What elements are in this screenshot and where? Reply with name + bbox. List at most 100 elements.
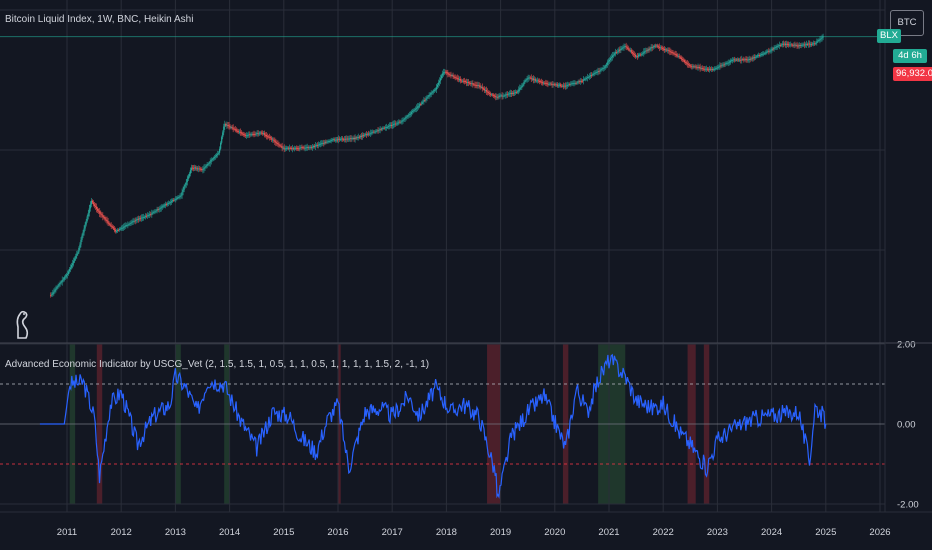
candle-body-409 — [476, 85, 478, 86]
candle-body-509 — [580, 80, 582, 82]
candle-body-354 — [419, 104, 421, 107]
candle-body-175 — [232, 127, 234, 129]
candle-body-561 — [634, 54, 637, 57]
candle-body-633 — [709, 68, 712, 70]
candle-body-459 — [528, 77, 530, 79]
bar-countdown-tag: 4d 6h — [893, 49, 927, 63]
candle-body-394 — [460, 80, 463, 82]
tradingview-logo-icon[interactable] — [12, 305, 32, 339]
candle-body-367 — [432, 91, 434, 93]
candle-body-476 — [546, 83, 548, 84]
candle-body-104 — [158, 209, 160, 210]
candle-body-601 — [676, 54, 678, 57]
candle-body-159 — [215, 154, 218, 157]
candle-body-21 — [72, 263, 74, 266]
candle-body-10 — [60, 282, 62, 284]
candle-body-325 — [388, 125, 391, 127]
candle-body-248 — [308, 147, 310, 149]
main-chart-legend[interactable]: Bitcoin Liquid Index, 1W, BNC, Heikin As… — [5, 14, 194, 25]
candle-body-546 — [619, 49, 621, 51]
candle-body-342 — [406, 116, 408, 118]
candle-body-35 — [86, 216, 88, 221]
candle-body-737 — [818, 40, 820, 41]
candle-body-216 — [275, 141, 277, 143]
candle-body-223 — [282, 147, 284, 149]
candle-body-608 — [683, 60, 686, 63]
candle-body-428 — [496, 96, 498, 98]
candle-body-733 — [814, 43, 816, 45]
candle-body-333 — [397, 122, 399, 124]
candle-body-183 — [240, 132, 243, 134]
candle-body-511 — [582, 79, 584, 81]
candle-body-131 — [186, 178, 188, 183]
candle-body-181 — [238, 131, 240, 133]
candle-body-193 — [251, 133, 253, 135]
candle-body-567 — [641, 53, 643, 55]
candle-body-501 — [572, 83, 574, 85]
candle-body-495 — [566, 85, 568, 87]
candle-body-515 — [586, 77, 589, 78]
candle-body-291 — [353, 138, 355, 140]
candle-body-646 — [723, 64, 725, 66]
candle-body-474 — [544, 82, 546, 84]
candle-body-123 — [178, 196, 180, 198]
candle-body-47 — [99, 211, 101, 214]
candle-body-192 — [250, 134, 252, 136]
candle-body-460 — [529, 77, 531, 79]
candle-body-11 — [61, 279, 63, 283]
candle-body-414 — [481, 86, 483, 89]
candle-body-213 — [272, 139, 274, 141]
candle-body-45 — [97, 208, 99, 211]
candle-body-715 — [795, 44, 797, 46]
candle-body-260 — [321, 143, 323, 144]
candle-body-492 — [562, 85, 565, 87]
candle-body-569 — [643, 51, 645, 54]
candle-body-275 — [336, 139, 338, 141]
candle-body-382 — [448, 74, 450, 75]
candle-body-262 — [323, 142, 325, 144]
candle-body-20 — [70, 265, 73, 268]
candle-body-423 — [491, 94, 493, 96]
candle-body-95 — [149, 213, 151, 216]
symbol-button[interactable]: BTC — [890, 10, 924, 36]
candle-body-687 — [766, 51, 768, 53]
candle-body-254 — [314, 145, 317, 147]
candle-body-557 — [630, 50, 632, 52]
candle-body-512 — [583, 79, 586, 80]
candle-body-268 — [329, 140, 331, 142]
candle-body-551 — [624, 46, 626, 47]
indicator-legend[interactable]: Advanced Economic Indicator by USCG_Vet … — [5, 359, 430, 370]
candle-body-224 — [283, 147, 285, 149]
candle-body-80 — [133, 220, 135, 222]
candle-body-417 — [484, 90, 486, 91]
candle-body-692 — [771, 48, 773, 51]
candle-body-669 — [747, 59, 749, 61]
candle-body-612 — [688, 64, 690, 66]
candle-body-8 — [58, 284, 60, 286]
candle-body-684 — [763, 53, 765, 55]
candle-body-157 — [213, 157, 215, 159]
candle-body-243 — [303, 147, 305, 149]
candle-body-24 — [75, 256, 77, 259]
candle-body-370 — [435, 87, 437, 90]
candle-body-681 — [759, 54, 762, 56]
candle-body-177 — [234, 128, 236, 130]
candle-body-392 — [458, 79, 460, 80]
candle-body-289 — [351, 138, 353, 140]
candle-body-704 — [783, 43, 786, 45]
candle-body-683 — [762, 53, 764, 55]
candle-body-288 — [350, 138, 352, 140]
candle-body-472 — [542, 82, 544, 84]
candle-body-211 — [270, 137, 272, 139]
candle-body-144 — [200, 169, 202, 170]
candle-body-699 — [778, 45, 780, 46]
candle-body-380 — [446, 72, 448, 74]
candle-body-168 — [225, 123, 227, 126]
candle-body-72 — [125, 225, 127, 227]
candle-body-617 — [693, 66, 695, 68]
candle-body-296 — [358, 136, 360, 138]
candle-body-376 — [442, 73, 444, 76]
candle-body-9 — [59, 283, 61, 285]
candle-body-415 — [482, 88, 484, 90]
